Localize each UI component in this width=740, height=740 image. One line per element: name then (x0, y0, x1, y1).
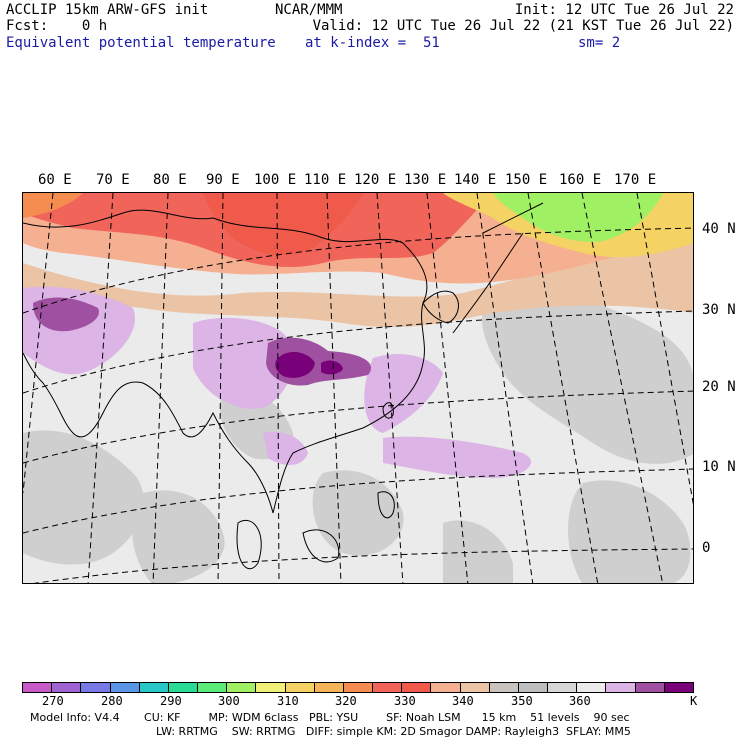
lat-label: 0 (702, 540, 711, 556)
map-canvas (23, 193, 693, 583)
colorbar-swatch (431, 683, 461, 692)
longitude-lines (23, 193, 693, 583)
lon-label: 130 E (404, 172, 447, 188)
colorbar-swatch (23, 683, 53, 692)
lon-label: 90 E (206, 172, 240, 188)
colorbar-label: 350 (511, 694, 533, 708)
model-info-line1: Model Info: V4.4 CU: KF MP: WDM 6class P… (30, 711, 630, 724)
smoothing: sm= 2 (578, 35, 621, 51)
init-time: Init: 12 UTC Tue 26 Jul 22 (514, 2, 734, 18)
colorbar-unit: K (690, 694, 698, 708)
colorbar-swatch (489, 683, 519, 692)
colorbar-swatch (460, 683, 490, 692)
colorbar-swatch (81, 683, 111, 692)
k-index: at k-index = 51 (305, 35, 440, 51)
colorbar-swatch (577, 683, 607, 692)
colorbar-swatch (110, 683, 140, 692)
lon-label: 80 E (153, 172, 187, 188)
lon-label: 170 E (614, 172, 657, 188)
lat-label: 30 N (702, 302, 736, 318)
colorbar-label: 320 (335, 694, 357, 708)
colorbar-swatch (606, 683, 636, 692)
colorbar-swatch (402, 683, 432, 692)
colorbar-swatch (198, 683, 228, 692)
colorbar-label: 360 (569, 694, 591, 708)
colorbar-swatch (314, 683, 344, 692)
lon-label: 60 E (38, 172, 72, 188)
colorbar-swatch (548, 683, 578, 692)
valid-time: Valid: 12 UTC Tue 26 Jul 22 (21 KST Tue … (312, 18, 734, 34)
colorbar-label: 270 (42, 694, 64, 708)
org-label: NCAR/MMM (275, 2, 343, 18)
lat-label: 40 N (702, 221, 736, 237)
dark-purple-core (275, 351, 343, 378)
latitude-lines (23, 227, 693, 583)
colorbar-swatch (285, 683, 315, 692)
colorbar-swatch (518, 683, 549, 692)
lon-label: 120 E (354, 172, 397, 188)
colorbar (22, 682, 694, 693)
colorbar-swatch (52, 683, 82, 692)
colorbar-label: 290 (160, 694, 182, 708)
colorbar-swatch (227, 683, 257, 692)
colorbar-label: 330 (394, 694, 416, 708)
colorbar-swatch (168, 683, 199, 692)
colorbar-swatch (373, 683, 403, 692)
colorbar-swatch (343, 683, 374, 692)
lat-label: 10 N (702, 459, 736, 475)
lon-label: 110 E (304, 172, 347, 188)
cloud-gray-fill (23, 290, 693, 583)
colorbar-label: 340 (452, 694, 474, 708)
colorbar-swatch (139, 683, 169, 692)
lon-label: 100 E (254, 172, 297, 188)
forecast-hour: Fcst: 0 h (6, 18, 108, 34)
band-320 (23, 193, 83, 218)
field-name: Equivalent potential temperature (6, 35, 276, 51)
colorbar-swatch (256, 683, 286, 692)
model-title: ACCLIP 15km ARW-GFS init (6, 2, 209, 18)
lat-label: 20 N (702, 379, 736, 395)
colorbar-label: 300 (218, 694, 240, 708)
colorbar-swatch (635, 683, 665, 692)
lon-label: 140 E (454, 172, 497, 188)
colorbar-label: 310 (277, 694, 299, 708)
theta-e-map (22, 192, 694, 584)
coastlines (23, 202, 544, 570)
colorbar-label: 280 (101, 694, 123, 708)
band-325 (203, 193, 363, 256)
model-info-line2: LW: RRTMG SW: RRTMG DIFF: simple KM: 2D … (156, 725, 631, 738)
band-340 (23, 223, 693, 328)
lon-label: 160 E (559, 172, 602, 188)
colorbar-swatch (664, 683, 693, 692)
lon-label: 150 E (505, 172, 548, 188)
lon-label: 70 E (96, 172, 130, 188)
